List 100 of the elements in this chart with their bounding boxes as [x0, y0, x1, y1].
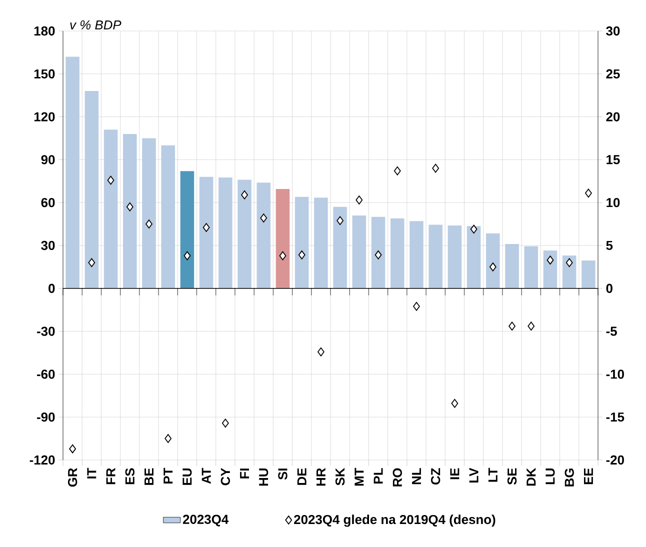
x-tick-label: HR	[316, 468, 326, 486]
point	[69, 444, 76, 454]
bar	[84, 91, 99, 288]
bar	[314, 198, 328, 288]
x-tick-label: BE	[144, 468, 154, 485]
bar	[123, 134, 137, 288]
y2-tick-label: 15	[606, 155, 620, 164]
bar	[66, 56, 80, 288]
x-tick-label: NL	[412, 468, 421, 484]
x-tick-label: EE	[584, 468, 593, 484]
y2-tick-label: 5	[606, 240, 613, 250]
bar	[218, 178, 232, 288]
y-tick-label: -30	[37, 326, 55, 336]
point	[508, 322, 516, 331]
x-tick-label: BG	[564, 468, 574, 486]
y-tick-label: 180	[34, 26, 55, 36]
point	[241, 190, 248, 200]
x-tick-label: ES	[125, 468, 134, 484]
point	[107, 176, 114, 185]
point	[470, 224, 478, 234]
x-tick-label: GR	[68, 468, 78, 487]
y-tick-label: 150	[34, 69, 55, 78]
bar	[582, 260, 596, 288]
y-axis-title: v % BDP	[70, 20, 122, 30]
point	[566, 258, 573, 268]
x-tick-label: MT	[354, 468, 364, 486]
bar	[371, 216, 386, 288]
x-tick-label: PT	[164, 468, 173, 484]
bar	[505, 244, 519, 288]
y2-tick-label: 0	[606, 284, 612, 293]
y2-tick-label: -20	[606, 455, 624, 465]
x-tick-label: SE	[507, 468, 517, 485]
point	[164, 434, 172, 443]
x-tick-label: AT	[202, 468, 211, 484]
x-tick-label: SK	[335, 468, 345, 486]
y2-tick-label: 25	[606, 69, 620, 78]
x-tick-label: CZ	[431, 468, 440, 484]
x-tick-label: LT	[488, 468, 498, 482]
y2-tick-label: -15	[606, 412, 624, 422]
bar	[142, 138, 156, 288]
x-tick-label: DK	[526, 468, 536, 486]
y-tick-label: 60	[41, 198, 55, 208]
y2-tick-label: -5	[606, 326, 617, 336]
x-tick-label: PL	[374, 468, 383, 484]
y-tick-label: 90	[41, 155, 55, 164]
point	[88, 258, 96, 268]
bar	[104, 130, 118, 288]
point	[318, 347, 324, 356]
point	[126, 202, 134, 212]
bar	[448, 225, 462, 288]
x-tick-label: HU	[259, 468, 268, 486]
point	[202, 223, 210, 232]
point	[279, 251, 286, 260]
legend-label: 2023Q4 glede na 2019Q4 (desno)	[294, 514, 496, 527]
y-tick-label: 120	[34, 112, 55, 122]
point	[260, 214, 268, 222]
x-tick-label: LV	[469, 468, 478, 482]
y-tick-label: 0	[48, 284, 55, 293]
bar	[486, 233, 500, 288]
point	[432, 164, 440, 173]
point	[528, 322, 535, 331]
y2-tick-label: 30	[606, 26, 620, 36]
x-tick-label: SI	[278, 468, 288, 480]
x-tick-label: IE	[450, 468, 460, 480]
x-tick-label: FI	[240, 468, 249, 478]
point	[413, 302, 420, 311]
bar	[352, 215, 366, 288]
x-tick-label: DE	[297, 468, 306, 485]
bar	[562, 255, 576, 288]
y-tick-label: -90	[37, 412, 55, 422]
bar	[524, 246, 538, 288]
x-tick-label: IT	[87, 468, 96, 478]
bar	[466, 226, 481, 288]
x-tick-label: CY	[220, 468, 230, 486]
point	[585, 188, 592, 198]
point	[222, 418, 229, 428]
y-tick-label: -60	[37, 370, 55, 379]
x-tick-label: RO	[392, 468, 402, 486]
bar	[410, 221, 424, 288]
point	[298, 250, 306, 260]
point	[146, 220, 152, 228]
bar	[161, 145, 175, 288]
point	[546, 256, 554, 265]
legend-label: 2023Q4	[182, 514, 229, 526]
bar	[333, 206, 347, 288]
x-tick-label: FR	[106, 468, 116, 484]
bar	[256, 182, 271, 288]
bar	[543, 250, 558, 288]
point	[394, 166, 401, 176]
bar	[276, 189, 290, 288]
x-tick-label: LU	[546, 468, 555, 484]
bar	[428, 224, 442, 288]
bar	[294, 196, 309, 288]
bar	[199, 176, 214, 288]
y-tick-label: -120	[30, 455, 55, 465]
point	[374, 250, 382, 260]
point	[356, 196, 363, 204]
point	[489, 262, 496, 272]
y2-tick-label: 20	[606, 112, 620, 122]
y-tick-label: 30	[41, 240, 55, 250]
